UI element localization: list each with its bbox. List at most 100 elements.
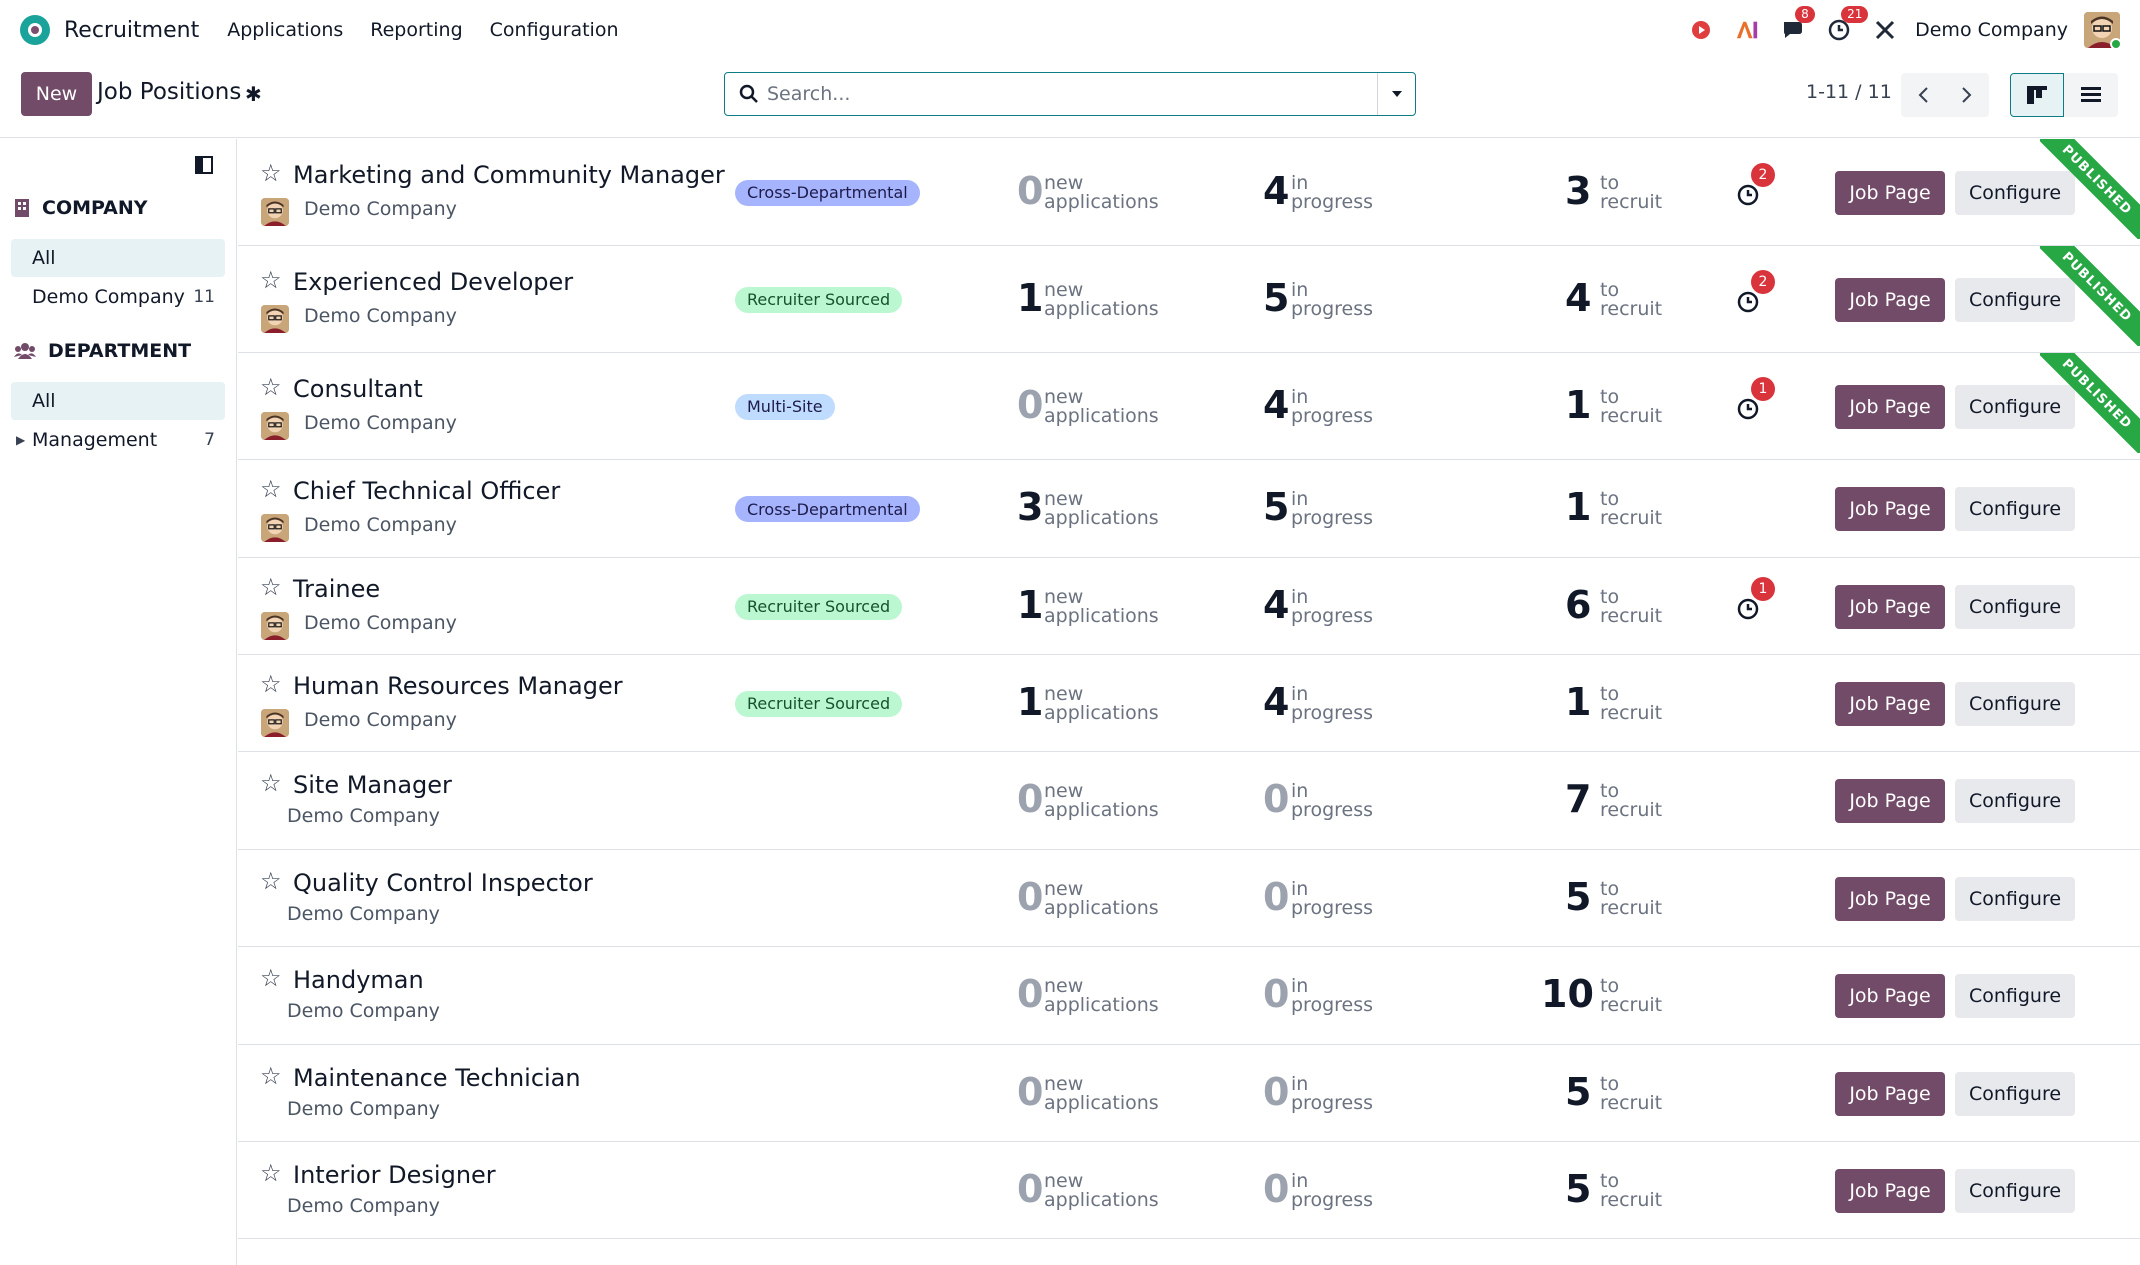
favorite-star-icon[interactable]: ☆ [260,475,282,503]
configure-button[interactable]: Configure [1955,277,2075,322]
caret-right-icon[interactable]: ▶ [16,433,26,447]
company-filter-all[interactable]: All [11,239,225,277]
activity-count-badge: 1 [1751,376,1775,401]
job-name[interactable]: Consultant [293,374,423,403]
menu-reporting[interactable]: Reporting [370,19,463,41]
favorite-star-icon[interactable]: ☆ [260,572,282,601]
job-company: Demo Company [287,805,440,827]
job-name[interactable]: Marketing and Community Manager [293,160,725,189]
debug-tools-icon[interactable] [1873,18,1897,42]
search-input[interactable] [767,73,1357,115]
job-row[interactable]: ☆ Marketing and Community Manager Demo Com… [238,139,2140,246]
configure-button[interactable]: Configure [1955,681,2075,726]
configure-button[interactable]: Configure [1955,487,2075,531]
department-filter-management[interactable]: ▶ Management 7 [11,421,225,459]
configure-button[interactable]: Configure [1955,876,2075,921]
favorite-star-icon[interactable]: ☆ [260,265,282,294]
chevron-left-icon [1918,87,1928,103]
job-name[interactable]: Site Manager [293,771,452,799]
top-navbar: Recruitment Applications Reporting Confi… [0,0,2140,60]
new-applications-label: new applications [1044,385,1159,427]
job-row[interactable]: ☆ Trainee Demo Company Recruiter Sourced 1 ne… [238,558,2140,655]
favorite-star-icon[interactable]: ☆ [260,1061,282,1090]
recruitment-app-icon[interactable] [20,15,50,45]
job-page-button[interactable]: Job Page [1835,1168,1945,1213]
favorite-star-icon[interactable]: ☆ [260,372,282,401]
kanban-view-button[interactable] [2010,73,2064,117]
messages-icon[interactable]: 8 [1781,6,1815,42]
favorite-star-icon[interactable]: ☆ [260,964,282,992]
favorite-star-icon[interactable]: ☆ [260,158,282,187]
company-switcher[interactable]: Demo Company [1915,19,2068,41]
job-page-button[interactable]: Job Page [1835,1071,1945,1116]
job-row[interactable]: ☆ Handyman Demo Company 0 new applications 0 in… [238,947,2140,1045]
user-avatar[interactable] [2084,12,2120,48]
job-name[interactable]: Maintenance Technician [293,1063,581,1092]
job-row[interactable]: ☆ Chief Technical Officer Demo Company Cros… [238,460,2140,558]
job-row[interactable]: ☆ Experienced Developer Demo Company Recrui… [238,246,2140,353]
pager-previous-button[interactable] [1901,73,1945,117]
job-name[interactable]: Trainee [293,574,381,603]
new-button[interactable]: New [21,72,92,116]
menu-configuration[interactable]: Configuration [489,19,619,41]
users-icon [14,342,36,360]
favorite-star-icon[interactable]: ☆ [260,669,282,698]
job-name[interactable]: Experienced Developer [293,267,574,296]
kanban-icon [2027,86,2047,104]
configure-button[interactable]: Configure [1955,974,2075,1018]
search-options-toggle[interactable] [1377,73,1415,115]
job-row[interactable]: ☆ Site Manager Demo Company 0 new application… [238,752,2140,850]
job-name[interactable]: Handyman [293,966,424,994]
department-filter-all[interactable]: All [11,382,225,420]
job-tag: Recruiter Sourced [735,690,903,717]
favorite-star-icon[interactable]: ☆ [260,866,282,895]
configure-button[interactable]: Configure [1955,384,2075,429]
ai-icon[interactable] [1735,18,1759,42]
favorite-star-icon[interactable]: ☆ [260,769,282,797]
configure-button[interactable]: Configure [1955,1168,2075,1213]
menu-applications[interactable]: Applications [227,19,344,41]
list-view-button[interactable] [2064,73,2118,117]
configure-button[interactable]: Configure [1955,779,2075,823]
job-row[interactable]: ☆ Human Resources Manager Demo Company Recr… [238,655,2140,752]
app-name[interactable]: Recruitment [64,17,200,43]
job-name[interactable]: Quality Control Inspector [293,868,593,897]
company-filter-count: 11 [193,287,215,307]
activity-clock-icon[interactable] [1736,290,1760,314]
pager-value[interactable]: 1-11 / 11 [1806,81,1892,103]
activities-icon[interactable]: 21 [1827,6,1869,42]
job-page-button[interactable]: Job Page [1835,487,1945,531]
job-row[interactable]: ☆ Consultant Demo Company Multi-Site 0 new app… [238,353,2140,460]
job-name[interactable]: Interior Designer [293,1160,496,1189]
activity-clock-icon[interactable] [1736,183,1760,207]
job-page-button[interactable]: Job Page [1835,974,1945,1018]
job-page-button[interactable]: Job Page [1835,779,1945,823]
gear-icon[interactable]: ✱ [245,82,262,106]
job-row[interactable]: ☆ Interior Designer Demo Company 0 new applic… [238,1142,2140,1239]
job-page-button[interactable]: Job Page [1835,876,1945,921]
sidebar-toggle-icon[interactable] [194,155,214,179]
job-row[interactable]: ☆ Maintenance Technician Demo Company 0 new a… [238,1045,2140,1142]
department-section-label: DEPARTMENT [48,340,192,362]
job-page-button[interactable]: Job Page [1835,584,1945,629]
company-section-header: COMPANY [14,197,148,219]
job-page-button[interactable]: Job Page [1835,277,1945,322]
activity-clock-icon[interactable] [1736,597,1760,621]
to-recruit-label: to recruit [1600,488,1663,529]
job-page-button[interactable]: Job Page [1835,681,1945,726]
job-page-button[interactable]: Job Page [1835,384,1945,429]
favorite-star-icon[interactable]: ☆ [260,1158,282,1187]
company-filter-demo-company[interactable]: Demo Company 11 [11,278,225,316]
activity-clock-icon[interactable] [1736,397,1760,421]
configure-button[interactable]: Configure [1955,170,2075,215]
job-name[interactable]: Chief Technical Officer [293,477,561,505]
messages-badge: 8 [1795,6,1815,23]
configure-button[interactable]: Configure [1955,584,2075,629]
job-name[interactable]: Human Resources Manager [293,671,623,700]
pager-next-button[interactable] [1945,73,1989,117]
record-icon[interactable] [1689,18,1713,42]
configure-button[interactable]: Configure [1955,1071,2075,1116]
job-page-button[interactable]: Job Page [1835,170,1945,215]
new-applications-label: new applications [1044,780,1159,821]
job-row[interactable]: ☆ Quality Control Inspector Demo Company 0 n… [238,850,2140,947]
